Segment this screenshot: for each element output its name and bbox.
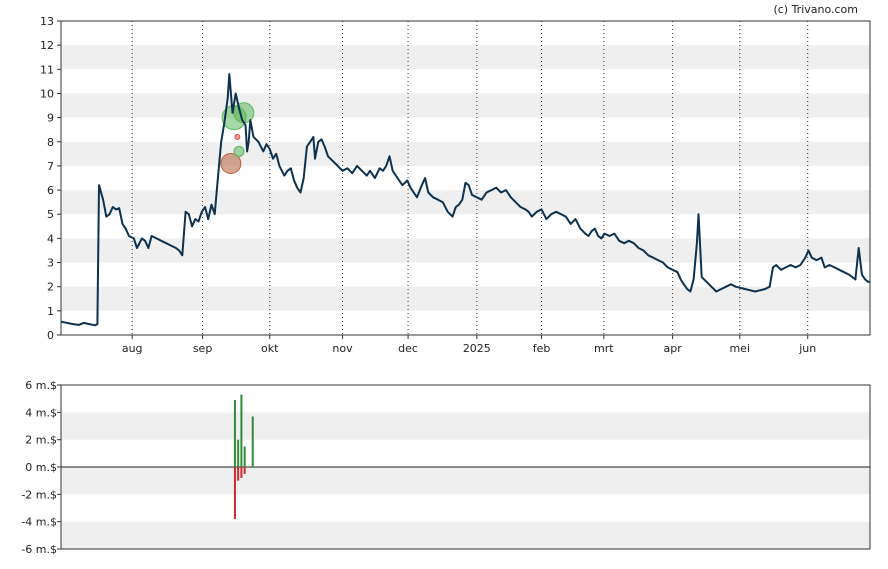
price-chart: aug sep okt nov dec 2025 feb mrt apr mei jun012345… xyxy=(40,15,871,355)
grid-band xyxy=(61,521,870,549)
price-line xyxy=(60,73,870,327)
y-tick-label: 5 xyxy=(47,208,54,221)
volume-chart: -6 m.$ -4 m.$ -2 m.$ 0 m.$ 2 m.$ 4 m.$ 6 m.$ xyxy=(21,379,871,556)
x-tick-label: nov xyxy=(332,342,353,355)
event-marker xyxy=(220,153,242,175)
y-tick-label: 0 xyxy=(47,329,54,342)
y-tick-label: 10 xyxy=(40,87,54,100)
y-tick-label: 0 m.$ xyxy=(25,461,57,474)
y-tick-label: 12 xyxy=(40,39,54,52)
grid-band xyxy=(61,45,870,70)
y-tick-label: 2 xyxy=(47,281,54,294)
credit-label: (c) Trivano.com xyxy=(773,3,858,16)
y-tick-label: 4 m.$ xyxy=(25,406,57,419)
y-tick-label: 6 m.$ xyxy=(25,379,57,392)
grid-band xyxy=(61,412,870,440)
y-tick-label: 7 xyxy=(47,160,54,173)
y-tick-label: 9 xyxy=(47,112,54,125)
x-tick-label: mei xyxy=(729,342,750,355)
x-tick-label: apr xyxy=(663,342,682,355)
x-tick-label: mrt xyxy=(594,342,614,355)
y-tick-label: -2 m.$ xyxy=(21,488,57,501)
y-tick-label: 11 xyxy=(40,63,54,76)
y-tick-label: 3 xyxy=(47,257,54,270)
grid-band xyxy=(61,93,870,118)
grid-band xyxy=(61,286,870,311)
x-tick-label: feb xyxy=(533,342,551,355)
y-tick-label: -4 m.$ xyxy=(21,516,57,529)
x-tick-label: sep xyxy=(193,342,212,355)
x-tick-label: 2025 xyxy=(463,342,491,355)
grid-band xyxy=(61,141,870,166)
grid-band xyxy=(61,190,870,215)
event-marker xyxy=(233,145,245,157)
y-tick-label: 8 xyxy=(47,136,54,149)
x-tick-label: okt xyxy=(261,342,279,355)
y-tick-label: 13 xyxy=(40,15,54,28)
plot-frame xyxy=(60,20,871,336)
y-tick-label: 2 m.$ xyxy=(25,434,57,447)
event-marker xyxy=(234,133,241,140)
x-tick-label: dec xyxy=(398,342,418,355)
y-tick-label: 4 xyxy=(47,232,54,245)
grid-band xyxy=(61,467,870,495)
x-tick-label: jun xyxy=(798,342,816,355)
x-tick-label: aug xyxy=(122,342,143,355)
grid-band xyxy=(61,238,870,263)
y-tick-label: 1 xyxy=(47,305,54,318)
y-tick-label: 6 xyxy=(47,184,54,197)
y-tick-label: -6 m.$ xyxy=(21,543,57,556)
